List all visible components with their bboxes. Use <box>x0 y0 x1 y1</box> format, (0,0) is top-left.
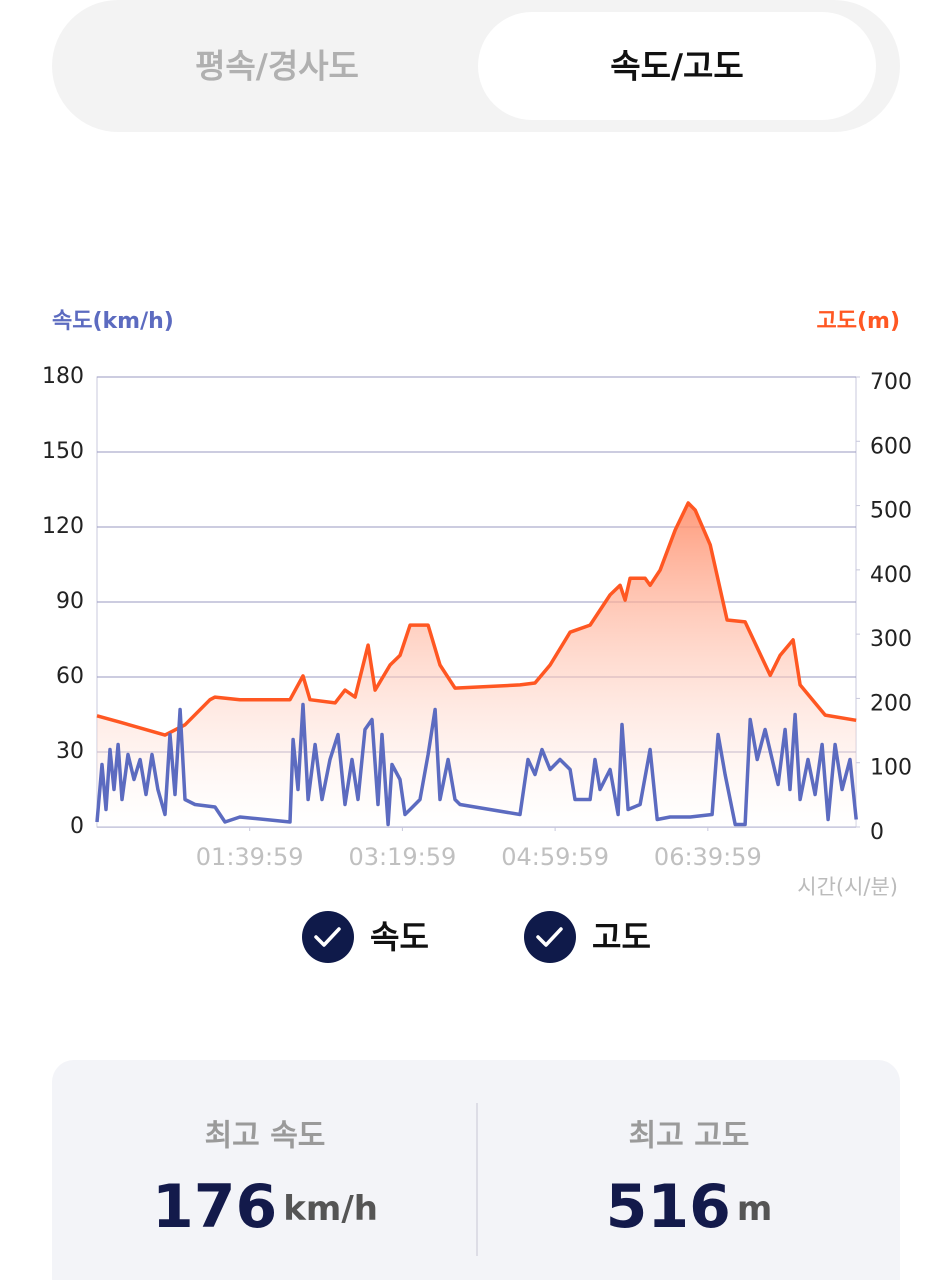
y2-tick-label: 0 <box>870 820 884 845</box>
y2-axis-title: 고도(m) <box>816 309 900 334</box>
y-tick-label: 30 <box>56 739 84 764</box>
stat-unit: m <box>737 1189 772 1229</box>
stat-label: 최고 속도 <box>205 1119 326 1154</box>
x-tick-label: 03:19:59 <box>349 843 457 871</box>
stat-value-line: 516 m <box>606 1172 773 1242</box>
y2-tick-label: 700 <box>870 370 912 395</box>
x-tick-label: 04:59:59 <box>501 843 609 871</box>
y2-tick-label: 400 <box>870 563 912 588</box>
stat-unit: km/h <box>283 1189 378 1229</box>
y-tick-label: 120 <box>42 514 84 539</box>
stat-label: 최고 고도 <box>629 1119 750 1154</box>
stat-value: 176 <box>152 1172 277 1242</box>
legend-checkbox[interactable] <box>524 911 576 963</box>
y-axis-title: 속도(km/h) <box>52 309 174 334</box>
x-tick-label: 01:39:59 <box>196 843 304 871</box>
y2-tick-label: 100 <box>870 756 912 781</box>
active-tab-bg <box>478 12 876 120</box>
stat-value-line: 176 km/h <box>152 1172 378 1242</box>
legend-item[interactable]: 고도 <box>524 911 651 963</box>
y2-tick-label: 200 <box>870 691 912 716</box>
tab[interactable]: 평속/경사도 <box>195 47 359 86</box>
y-tick-label: 90 <box>56 589 84 614</box>
legend-label[interactable]: 속도 <box>370 918 429 956</box>
plot: 0 30 60 90 120 150 180 0 100 200 300 400 500 600 700 01… <box>42 364 912 871</box>
stat-value: 516 <box>606 1172 731 1242</box>
y-tick-label: 0 <box>70 814 84 839</box>
legend-item[interactable]: 속도 <box>302 911 429 963</box>
y-tick-label: 60 <box>56 664 84 689</box>
y2-tick-label: 500 <box>870 499 912 524</box>
legend-checkbox[interactable] <box>302 911 354 963</box>
line <box>96 501 857 737</box>
y-tick-label: 150 <box>42 439 84 464</box>
x-axis-title: 시간(시/분) <box>797 875 898 899</box>
legend-label[interactable]: 고도 <box>592 918 651 956</box>
area <box>97 503 857 827</box>
y2-tick-label: 300 <box>870 627 912 652</box>
y2-tick-label: 600 <box>870 434 912 459</box>
tab-active[interactable]: 속도/고도 <box>610 47 744 86</box>
check-icon <box>536 927 563 947</box>
y-tick-label: 180 <box>42 364 84 389</box>
line <box>95 702 858 827</box>
check-icon <box>314 927 341 947</box>
x-tick-label: 06:39:59 <box>654 843 762 871</box>
